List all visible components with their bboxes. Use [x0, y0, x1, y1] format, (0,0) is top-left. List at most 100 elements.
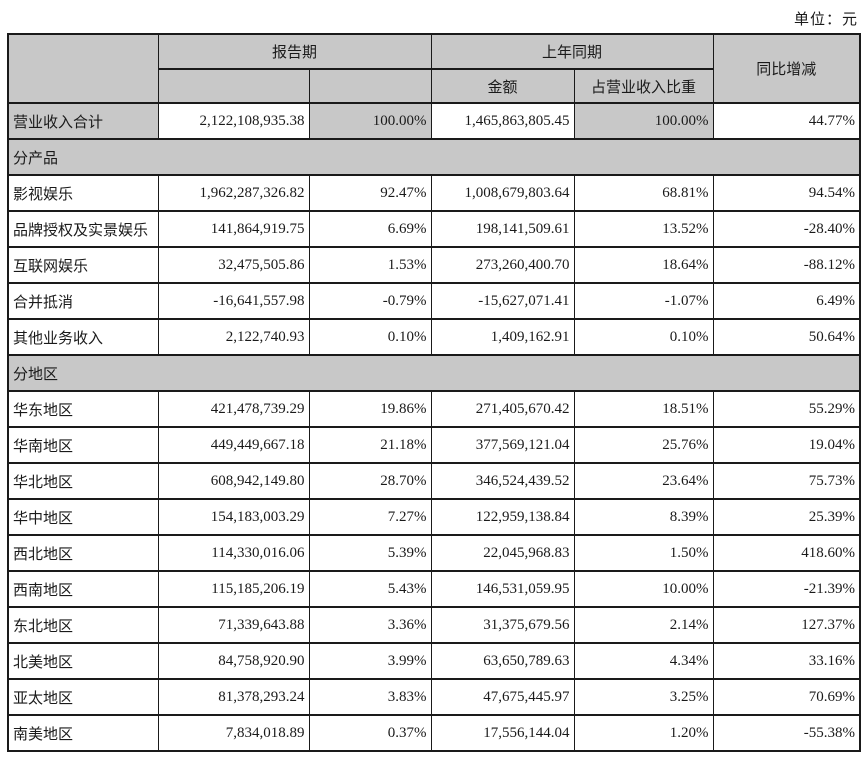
cell-py-pct: 23.64% [573, 462, 714, 500]
cell-py-amount: 377,569,121.04 [430, 426, 575, 464]
row-label: 华中地区 [7, 498, 159, 536]
cell-rp-amount: 7,834,018.89 [157, 714, 310, 752]
unit-label: 单位：元 [793, 12, 858, 28]
section-title: 分产品 [7, 138, 861, 176]
header-rp-amount-blank [157, 68, 310, 104]
row-label: 影视娱乐 [7, 174, 159, 212]
cell-rp-amount: 84,758,920.90 [157, 642, 310, 680]
cell-rp-pct: 0.10% [308, 318, 432, 356]
cell-py-amount: 271,405,670.42 [430, 390, 575, 428]
cell-rp-pct: 3.36% [308, 606, 432, 644]
cell-yoy: 33.16% [712, 642, 861, 680]
cell-py-amount: 22,045,968.83 [430, 534, 575, 572]
cell-py-pct: 2.14% [573, 606, 714, 644]
cell-py-pct: 1.50% [573, 534, 714, 572]
cell-py-pct: 1.20% [573, 714, 714, 752]
cell-rp-pct: 19.86% [308, 390, 432, 428]
table-header: 报告期 上年同期 同比增减 金额 占营业收入比重 [7, 33, 861, 104]
cell-py-amount: -15,627,071.41 [430, 282, 575, 320]
cell-rp-amount: 71,339,643.88 [157, 606, 310, 644]
cell-yoy: 50.64% [712, 318, 861, 356]
cell-rp-amount: 2,122,740.93 [157, 318, 310, 356]
cell-yoy: -88.12% [712, 246, 861, 284]
table-row: 西南地区 115,185,206.19 5.43% 146,531,059.95 10.… [7, 570, 861, 608]
table-body: 营业收入合计 2,122,108,935.38 100.00% 1,465,86… [7, 102, 861, 752]
section-row: 分产品 [7, 138, 861, 176]
cell-py-amount: 1,409,162.91 [430, 318, 575, 356]
header-yoy-change: 同比增减 [712, 33, 861, 104]
cell-yoy: 44.77% [712, 102, 861, 140]
table-row: 合并抵消 -16,641,557.98 -0.79% -15,627,071.41 -1… [7, 282, 861, 320]
row-label: 合并抵消 [7, 282, 159, 320]
section-row: 分地区 [7, 354, 861, 392]
row-label: 西南地区 [7, 570, 159, 608]
cell-rp-amount: -16,641,557.98 [157, 282, 310, 320]
cell-yoy: 418.60% [712, 534, 861, 572]
cell-py-pct: 10.00% [573, 570, 714, 608]
cell-yoy: -55.38% [712, 714, 861, 752]
header-pct-of-revenue: 占营业收入比重 [573, 68, 714, 104]
table-row: 品牌授权及实景娱乐 141,864,919.75 6.69% 198,141,509.… [7, 210, 861, 248]
row-label: 互联网娱乐 [7, 246, 159, 284]
cell-py-pct: 18.64% [573, 246, 714, 284]
section-title: 分地区 [7, 354, 861, 392]
cell-py-amount: 1,465,863,805.45 [430, 102, 575, 140]
row-label: 亚太地区 [7, 678, 159, 716]
row-label: 西北地区 [7, 534, 159, 572]
cell-rp-pct: 1.53% [308, 246, 432, 284]
cell-py-pct: 13.52% [573, 210, 714, 248]
cell-py-pct: 4.34% [573, 642, 714, 680]
cell-rp-amount: 32,475,505.86 [157, 246, 310, 284]
cell-rp-amount: 115,185,206.19 [157, 570, 310, 608]
cell-py-amount: 1,008,679,803.64 [430, 174, 575, 212]
cell-rp-amount: 608,942,149.80 [157, 462, 310, 500]
table-row: 华南地区 449,449,667.18 21.18% 377,569,121.04 25… [7, 426, 861, 464]
cell-py-amount: 346,524,439.52 [430, 462, 575, 500]
row-label: 南美地区 [7, 714, 159, 752]
cell-py-pct: 3.25% [573, 678, 714, 716]
row-label: 东北地区 [7, 606, 159, 644]
cell-yoy: 19.04% [712, 426, 861, 464]
cell-rp-amount: 154,183,003.29 [157, 498, 310, 536]
cell-py-pct: -1.07% [573, 282, 714, 320]
cell-rp-pct: 28.70% [308, 462, 432, 500]
cell-rp-amount: 114,330,016.06 [157, 534, 310, 572]
cell-rp-pct: -0.79% [308, 282, 432, 320]
cell-yoy: 6.49% [712, 282, 861, 320]
row-label: 营业收入合计 [7, 102, 159, 140]
cell-yoy: 70.69% [712, 678, 861, 716]
cell-rp-amount: 1,962,287,326.82 [157, 174, 310, 212]
table-row: 东北地区 71,339,643.88 3.36% 31,375,679.56 2.14%… [7, 606, 861, 644]
cell-py-amount: 273,260,400.70 [430, 246, 575, 284]
cell-rp-pct: 3.99% [308, 642, 432, 680]
header-prior-period: 上年同期 [430, 33, 714, 70]
cell-yoy: 94.54% [712, 174, 861, 212]
cell-py-amount: 17,556,144.04 [430, 714, 575, 752]
revenue-table: 报告期 上年同期 同比增减 金额 占营业收入比重 营业收入合计 2,122,10… [7, 33, 862, 752]
table-row: 华东地区 421,478,739.29 19.86% 271,405,670.42 18… [7, 390, 861, 428]
cell-rp-pct: 3.83% [308, 678, 432, 716]
row-label: 华南地区 [7, 426, 159, 464]
table-row: 华中地区 154,183,003.29 7.27% 122,959,138.84 8.3… [7, 498, 861, 536]
cell-py-pct: 18.51% [573, 390, 714, 428]
table-row: 华北地区 608,942,149.80 28.70% 346,524,439.52 23… [7, 462, 861, 500]
cell-rp-amount: 141,864,919.75 [157, 210, 310, 248]
cell-yoy: -21.39% [712, 570, 861, 608]
table-row: 西北地区 114,330,016.06 5.39% 22,045,968.83 1.50… [7, 534, 861, 572]
row-label: 华北地区 [7, 462, 159, 500]
cell-rp-pct: 0.37% [308, 714, 432, 752]
cell-rp-amount: 421,478,739.29 [157, 390, 310, 428]
cell-py-amount: 146,531,059.95 [430, 570, 575, 608]
cell-py-pct: 25.76% [573, 426, 714, 464]
cell-py-pct: 100.00% [573, 102, 714, 140]
cell-py-pct: 0.10% [573, 318, 714, 356]
cell-yoy: -28.40% [712, 210, 861, 248]
header-rp-pct-blank [308, 68, 432, 104]
cell-py-amount: 63,650,789.63 [430, 642, 575, 680]
cell-rp-pct: 5.39% [308, 534, 432, 572]
table-row: 亚太地区 81,378,293.24 3.83% 47,675,445.97 3.25%… [7, 678, 861, 716]
row-label: 北美地区 [7, 642, 159, 680]
header-blank-cell [7, 33, 159, 104]
cell-py-pct: 68.81% [573, 174, 714, 212]
